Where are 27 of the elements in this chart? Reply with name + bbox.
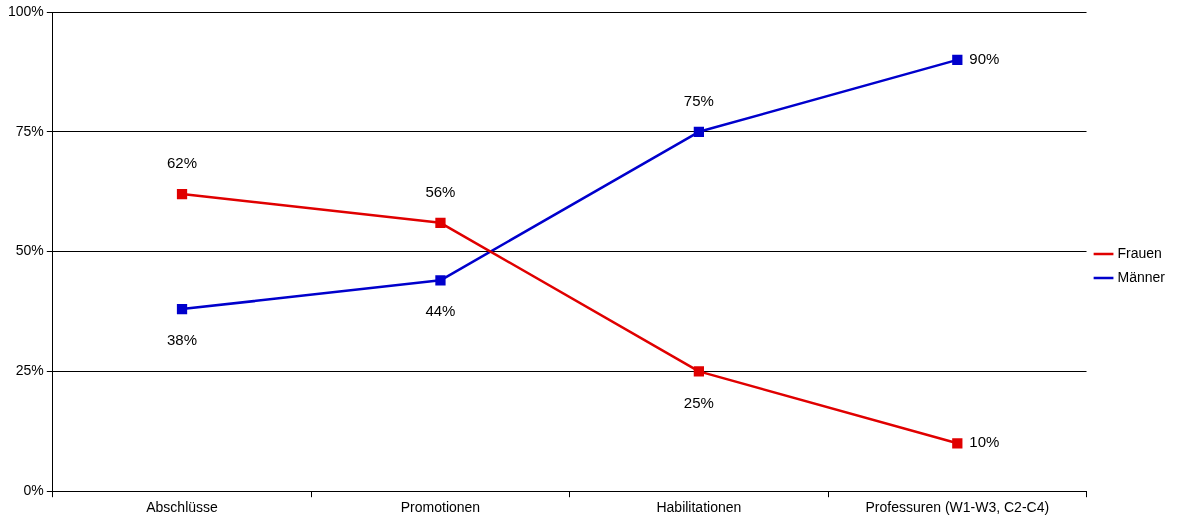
x-tick-label: Habilitationen [656, 499, 742, 516]
data-label: 25% [683, 393, 714, 411]
y-tick-label: 50% [15, 242, 44, 259]
point [693, 366, 705, 377]
data-label: 44% [425, 302, 456, 320]
point [693, 126, 705, 137]
data-label: 62% [167, 154, 198, 172]
y-tick-label: 100% [7, 2, 44, 19]
point [176, 303, 188, 315]
x-tick-label: Professuren (W1-W3, C2-C4) [865, 499, 1050, 516]
data-label: 10% [969, 433, 1000, 451]
x-tick-label: Abschlüsse [146, 499, 219, 516]
point [176, 188, 188, 200]
point [435, 275, 446, 286]
legend-label: Männer [1117, 268, 1166, 285]
y-tick-label: 0% [23, 482, 44, 499]
data-label: 56% [425, 182, 456, 200]
point [952, 438, 963, 449]
data-label: 38% [167, 331, 198, 349]
y-tick-label: 25% [15, 362, 44, 379]
point [435, 217, 446, 228]
point [952, 54, 963, 66]
data-label: 75% [683, 91, 714, 109]
x-tick-label: Promotionen [400, 499, 481, 516]
data-label: 90% [969, 50, 1000, 68]
legend-label: Frauen [1117, 244, 1162, 261]
y-tick-label: 75% [15, 122, 44, 139]
